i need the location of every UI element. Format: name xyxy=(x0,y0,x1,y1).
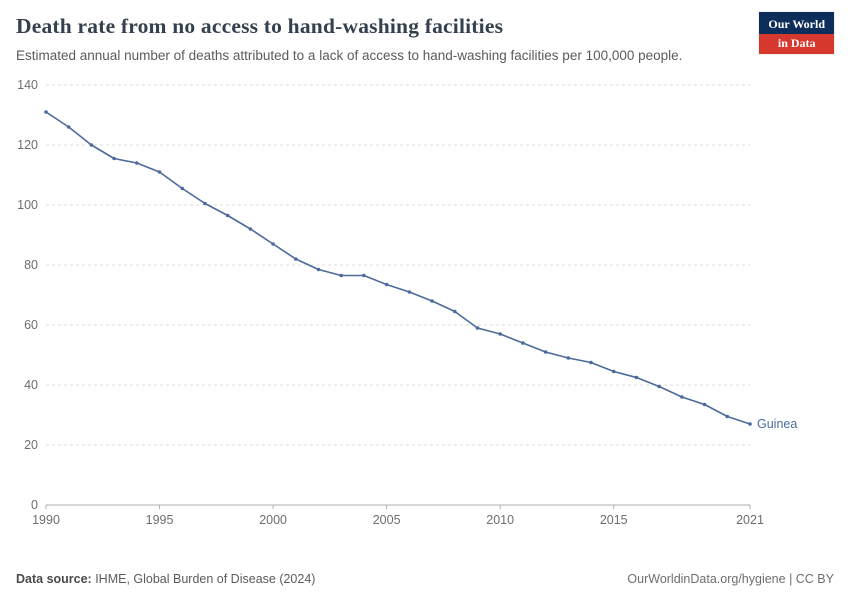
data-point-marker[interactable] xyxy=(362,273,366,278)
y-tick-label: 20 xyxy=(24,438,38,452)
data-point-marker[interactable] xyxy=(430,299,434,304)
x-tick-label: 1995 xyxy=(146,513,174,527)
y-tick-label: 140 xyxy=(17,78,38,92)
data-point-marker[interactable] xyxy=(680,395,684,400)
data-point-marker[interactable] xyxy=(203,201,207,206)
data-point-marker[interactable] xyxy=(135,161,139,166)
x-tick-label: 2000 xyxy=(259,513,287,527)
chart-footer: Data source: IHME, Global Burden of Dise… xyxy=(0,572,850,600)
line-chart[interactable]: 0 20 40 60 80 100 120 140 1990 1995 2000 2005 2010 20… xyxy=(0,67,850,532)
data-point-marker[interactable] xyxy=(521,341,525,346)
data-point-marker[interactable] xyxy=(407,290,412,295)
data-point-marker[interactable] xyxy=(475,326,480,331)
data-point-marker[interactable] xyxy=(634,375,639,380)
data-point-marker[interactable] xyxy=(44,110,48,115)
x-tick-label: 1990 xyxy=(32,513,60,527)
data-source-text: IHME, Global Burden of Disease (2024) xyxy=(91,572,316,586)
data-point-marker[interactable] xyxy=(112,156,116,161)
data-point-marker[interactable] xyxy=(748,422,752,427)
y-tick-label: 100 xyxy=(17,198,38,212)
data-point-marker[interactable] xyxy=(725,414,730,419)
data-point-marker[interactable] xyxy=(157,170,162,175)
data-source-label: Data source: xyxy=(16,572,92,586)
chart-subtitle: Estimated annual number of deaths attrib… xyxy=(16,48,683,63)
y-tick-label: 80 xyxy=(24,258,38,272)
x-tick-label: 2021 xyxy=(736,513,764,527)
data-point-marker[interactable] xyxy=(316,267,321,272)
credit-link[interactable]: OurWorldinData.org/hygiene | CC BY xyxy=(627,572,834,586)
data-point-marker[interactable] xyxy=(66,125,71,130)
data-source: Data source: IHME, Global Burden of Dise… xyxy=(16,572,315,586)
chart-header: Death rate from no access to hand-washin… xyxy=(0,0,850,65)
page-title: Death rate from no access to hand-washin… xyxy=(16,14,504,38)
data-point-marker[interactable] xyxy=(453,309,457,314)
data-point-marker[interactable] xyxy=(498,332,503,337)
owid-logo[interactable]: Our World in Data xyxy=(759,12,834,54)
data-point-marker[interactable] xyxy=(294,257,298,262)
y-tick-label: 120 xyxy=(17,138,38,152)
series-line[interactable] xyxy=(45,111,751,426)
data-point-marker[interactable] xyxy=(384,282,389,287)
logo-text-top: Our World xyxy=(759,12,834,34)
x-tick-label: 2015 xyxy=(600,513,628,527)
data-point-marker[interactable] xyxy=(611,369,616,374)
x-tick-label: 2005 xyxy=(373,513,401,527)
data-point-marker[interactable] xyxy=(89,143,94,148)
y-tick-label: 40 xyxy=(24,378,38,392)
data-point-marker[interactable] xyxy=(180,186,185,191)
data-point-marker[interactable] xyxy=(566,356,571,361)
y-tick-label: 0 xyxy=(31,498,38,512)
data-point-marker[interactable] xyxy=(657,384,661,389)
logo-text-bottom: in Data xyxy=(759,34,834,54)
x-tick-label: 2010 xyxy=(486,513,514,527)
data-point-marker[interactable] xyxy=(248,227,253,232)
data-point-marker[interactable] xyxy=(225,213,230,218)
data-point-marker[interactable] xyxy=(339,273,344,278)
data-point-marker[interactable] xyxy=(271,242,275,247)
y-tick-label: 60 xyxy=(24,318,38,332)
data-point-marker[interactable] xyxy=(589,360,593,365)
data-point-marker[interactable] xyxy=(702,402,707,407)
series-end-label[interactable]: Guinea xyxy=(757,417,797,431)
data-point-marker[interactable] xyxy=(543,350,548,355)
